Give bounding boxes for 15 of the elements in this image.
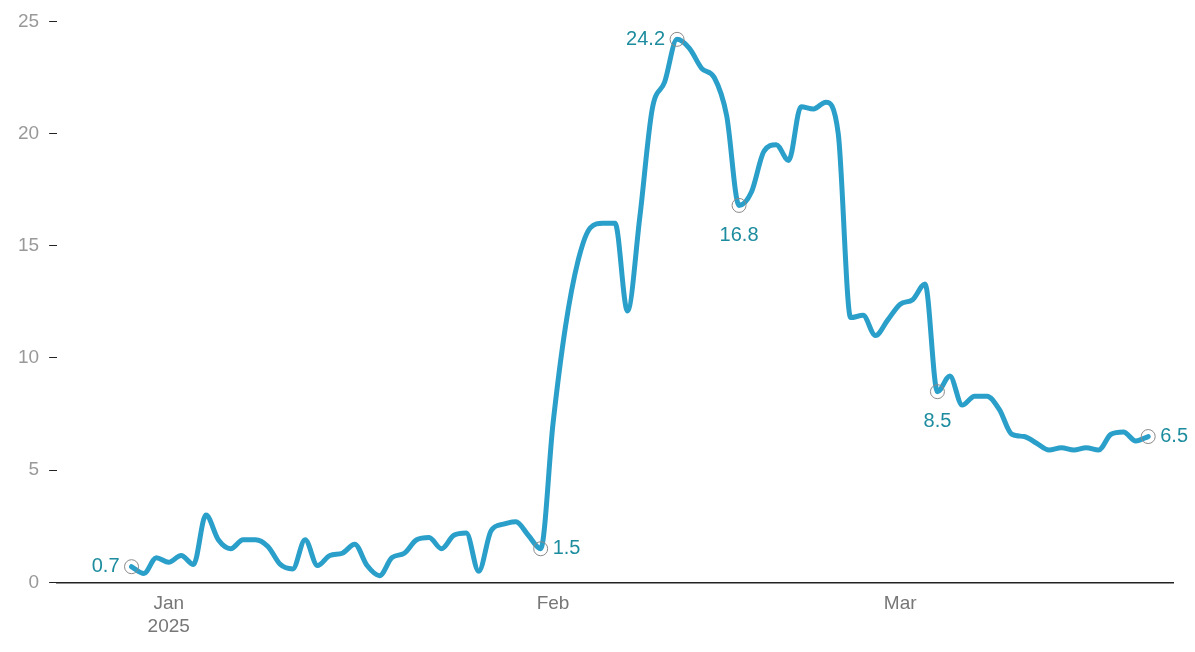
y-tick-label: 15 <box>17 234 40 256</box>
y-tick-label: 0 <box>28 570 40 592</box>
data-label: 6.5 <box>1160 424 1189 447</box>
data-label: 1.5 <box>552 536 581 559</box>
y-tick-label: 10 <box>17 346 40 368</box>
data-label: 0.7 <box>91 554 120 577</box>
x-tick-label: Feb <box>536 592 570 614</box>
x-tick-label: Jan 2025 <box>147 592 190 636</box>
y-tick-label: 5 <box>28 458 40 480</box>
x-tick-label: Mar <box>883 592 918 614</box>
data-label: 8.5 <box>923 409 952 432</box>
y-tick-label: 20 <box>17 121 40 143</box>
y-tick-label: 25 <box>17 9 40 31</box>
data-label: 24.2 <box>626 26 666 49</box>
data-label: 16.8 <box>719 222 759 245</box>
